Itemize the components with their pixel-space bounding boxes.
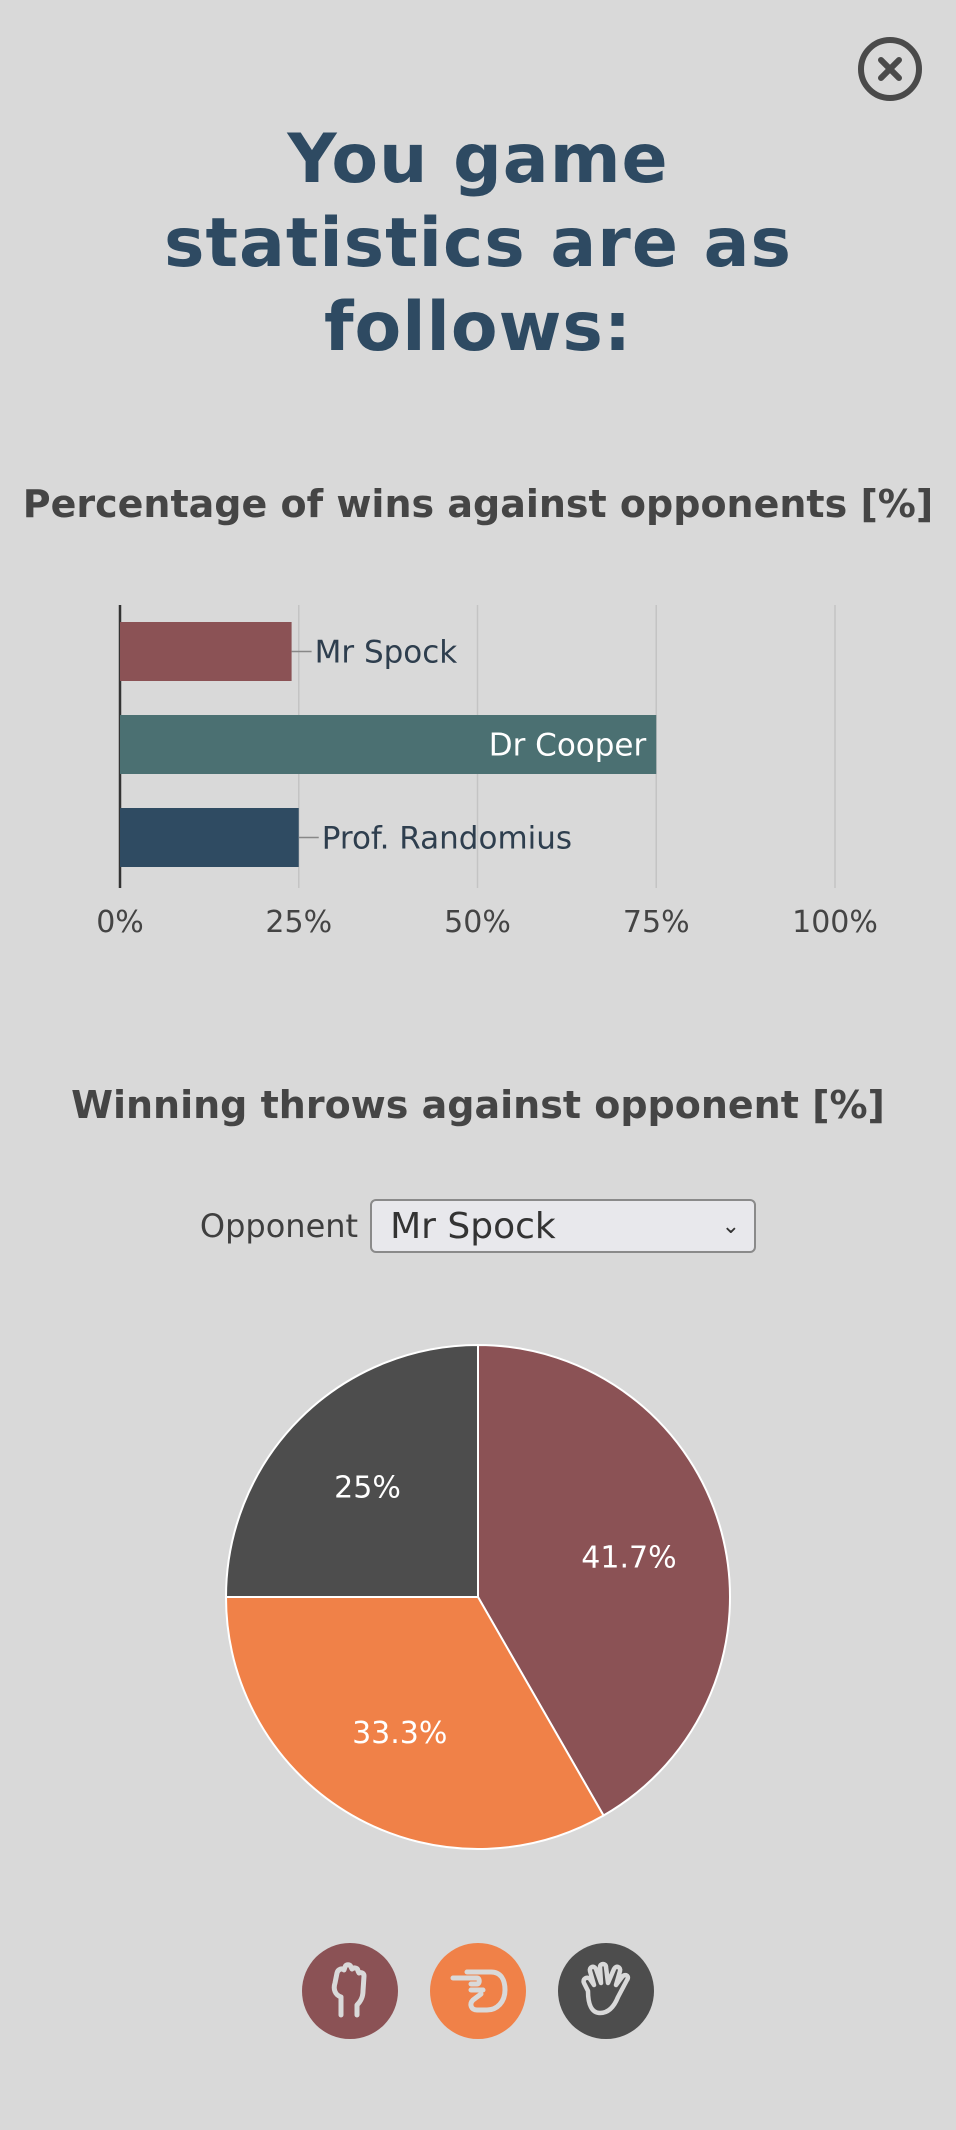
paper-button[interactable] bbox=[430, 1943, 526, 2039]
pie-label: 41.7% bbox=[581, 1541, 676, 1576]
bar-label: Dr Cooper bbox=[489, 728, 647, 764]
paper-hand-icon bbox=[450, 1969, 508, 2013]
wins-chart-title: Percentage of wins against opponents [%] bbox=[22, 482, 934, 526]
wins-bar-chart: 0% 25% 50% 75% 100% Mr Spock Dr Cooper Prof. Ra… bbox=[96, 605, 878, 940]
throws-chart-title: Winning throws against opponent [%] bbox=[71, 1083, 885, 1127]
pie-slice bbox=[477, 1343, 732, 1817]
bar bbox=[120, 808, 299, 867]
pie-slice bbox=[224, 1343, 479, 1598]
opponent-select[interactable]: Mr Spock ⌄ bbox=[370, 1199, 757, 1253]
close-button[interactable] bbox=[858, 37, 922, 101]
page-title: You game statistics are as follows: bbox=[163, 120, 792, 367]
throws-pie-chart: 41.7% 33.3% 25% bbox=[224, 1343, 732, 1850]
close-icon bbox=[878, 57, 902, 81]
pie-label: 33.3% bbox=[352, 1716, 447, 1751]
bar bbox=[120, 622, 292, 681]
bar-label: Mr Spock bbox=[315, 635, 458, 671]
pie-slice bbox=[224, 1596, 605, 1850]
spock-button[interactable] bbox=[558, 1943, 654, 2039]
opponent-selected-value: Mr Spock bbox=[390, 1205, 556, 1247]
x-tick-label: 75% bbox=[623, 905, 690, 940]
x-tick-label: 50% bbox=[444, 905, 511, 940]
x-tick-label: 0% bbox=[96, 905, 144, 940]
spock-hand-icon bbox=[581, 1961, 631, 2016]
x-tick-label: 25% bbox=[265, 905, 332, 940]
pie-label: 25% bbox=[334, 1471, 401, 1506]
opponent-row: Opponent Mr Spock ⌄ bbox=[0, 1199, 956, 1253]
bar bbox=[120, 715, 657, 774]
throw-buttons bbox=[0, 1943, 956, 2039]
rock-button[interactable] bbox=[302, 1943, 398, 2039]
opponent-label: Opponent bbox=[199, 1207, 359, 1245]
chevron-down-icon: ⌄ bbox=[721, 1213, 741, 1239]
bar-label: Prof. Randomius bbox=[322, 821, 572, 857]
rock-fist-icon bbox=[331, 1962, 367, 2018]
x-tick-label: 100% bbox=[792, 905, 878, 940]
